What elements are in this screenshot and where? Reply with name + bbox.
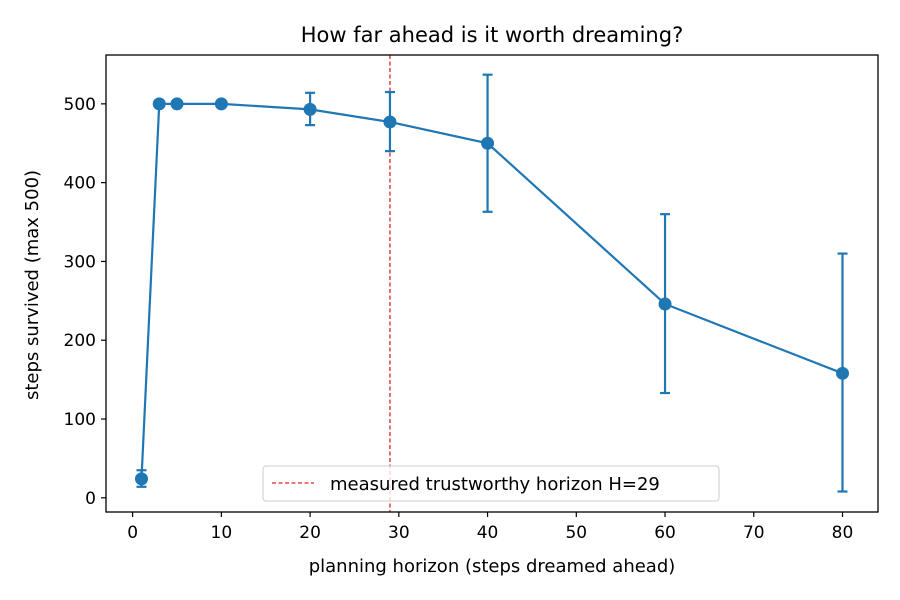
x-axis-label: planning horizon (steps dreamed ahead) <box>309 556 676 577</box>
data-point <box>134 472 148 486</box>
x-tick-label: 70 <box>743 523 765 543</box>
y-tick-label: 300 <box>64 252 96 272</box>
x-tick-label: 10 <box>211 523 233 543</box>
data-point <box>836 366 850 380</box>
data-point <box>303 102 317 116</box>
x-tick-label: 50 <box>565 523 587 543</box>
x-tick-label: 0 <box>127 523 138 543</box>
y-tick-label: 500 <box>64 95 96 115</box>
legend: measured trustworthy horizon H=29 <box>262 465 720 502</box>
data-point <box>481 136 495 150</box>
x-tick-label: 20 <box>299 523 321 543</box>
legend-box <box>262 465 720 502</box>
data-point <box>152 97 166 111</box>
x-tick-label: 80 <box>832 523 854 543</box>
y-tick-label: 400 <box>64 174 96 194</box>
y-axis-label: steps survived (max 500) <box>22 170 43 400</box>
plot-frame <box>105 54 879 513</box>
series-layer <box>134 73 850 493</box>
legend-label: measured trustworthy horizon H=29 <box>330 474 660 495</box>
y-tick-label: 100 <box>64 410 96 430</box>
y-tick-label: 0 <box>85 489 96 509</box>
axes-layer: 0 10 20 30 40 50 60 70 80 0 100 200 300 400 500 <box>64 54 879 543</box>
data-point <box>170 97 184 111</box>
y-tick-label: 200 <box>64 331 96 351</box>
x-tick-label: 30 <box>388 523 410 543</box>
chart-title: How far ahead is it worth dreaming? <box>301 23 683 47</box>
x-tick-label: 60 <box>654 523 676 543</box>
data-point <box>658 297 672 311</box>
x-tick-label: 40 <box>477 523 499 543</box>
data-point <box>383 115 397 129</box>
data-point <box>214 97 228 111</box>
